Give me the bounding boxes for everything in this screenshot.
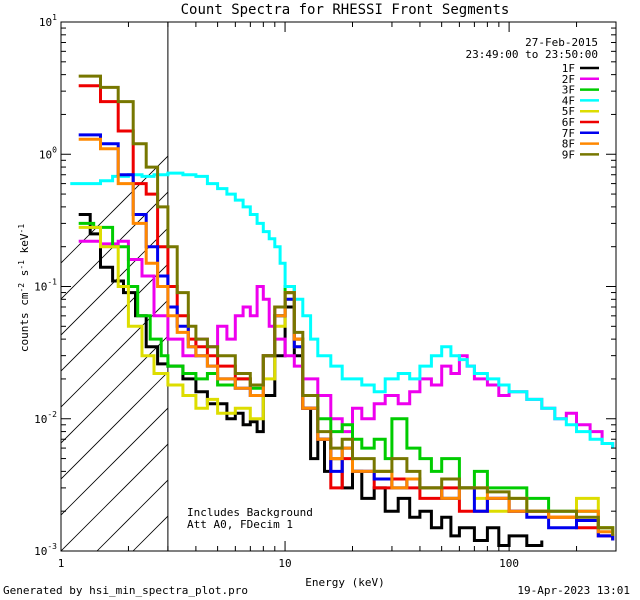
- hatch-lines: [61, 0, 640, 551]
- y-tick-base: 10: [34, 281, 47, 294]
- y-tick-label: 10-3: [34, 542, 57, 558]
- legend-label-3F: 3F: [562, 84, 575, 97]
- hatch-line: [421, 0, 640, 551]
- series-line-4F: [70, 171, 615, 449]
- hatch-line: [601, 0, 640, 551]
- series-lines: [70, 74, 615, 547]
- y-tick-base: 10: [39, 16, 52, 29]
- hatch-line: [61, 335, 168, 444]
- legend-label-1F: 1F: [562, 62, 575, 75]
- legend-label-6F: 6F: [562, 116, 575, 129]
- y-tick-label: 10-1: [34, 278, 57, 294]
- chart-title: Count Spectra for RHESSI Front Segments: [181, 2, 510, 18]
- series-line-6F: [78, 84, 615, 541]
- footer-timestamp: 19-Apr-2023 13:01: [517, 584, 630, 597]
- legend-label-4F: 4F: [562, 94, 575, 107]
- y-tick-base: 10: [34, 545, 47, 558]
- attenuator-annotation: Att A0, FDecim 1: [187, 518, 293, 531]
- date-label: 27-Feb-2015: [525, 36, 598, 49]
- hatch-line: [61, 371, 168, 480]
- hatch-line: [385, 0, 640, 551]
- time-range-label: 23:49:00 to 23:50:00: [466, 48, 598, 61]
- hatch-line: [313, 0, 640, 551]
- x-tick-label: 1: [58, 557, 65, 570]
- y-axis-label: counts cm-2 s-1 keV-1: [17, 224, 31, 352]
- series-line-8F: [78, 137, 615, 536]
- y-tick-exponent: -2: [47, 410, 57, 419]
- y-tick-exponent: -3: [47, 542, 57, 551]
- hatch-line: [61, 407, 168, 516]
- hatch-line: [61, 227, 168, 336]
- y-tick-exponent: 0: [52, 145, 57, 154]
- legend-label-9F: 9F: [562, 148, 575, 161]
- hatch-line: [61, 191, 168, 300]
- x-tick-label: 100: [499, 557, 519, 570]
- hatched-excluded-region: [61, 0, 640, 551]
- y-tick-exponent: -1: [47, 278, 57, 287]
- footer-generator: Generated by hsi_min_spectra_plot.pro: [3, 584, 248, 597]
- legend-label-7F: 7F: [562, 127, 575, 140]
- legend-label-5F: 5F: [562, 105, 575, 118]
- background-annotation: Includes Background: [187, 506, 313, 519]
- x-axis-label: Energy (keV): [305, 576, 384, 589]
- hatch-line: [529, 0, 640, 551]
- y-tick-label: 10-2: [34, 410, 57, 426]
- x-tick-label: 10: [278, 557, 291, 570]
- y-tick-label: 100: [39, 145, 57, 161]
- series-line-9F: [78, 74, 615, 536]
- hatch-line: [61, 263, 168, 372]
- legend-label-2F: 2F: [562, 73, 575, 86]
- y-tick-label: 101: [39, 13, 57, 29]
- y-tick-base: 10: [39, 148, 52, 161]
- y-tick-exponent: 1: [52, 13, 57, 22]
- hatch-line: [457, 0, 640, 551]
- hatch-line: [565, 0, 640, 551]
- legend-label-8F: 8F: [562, 138, 575, 151]
- y-tick-base: 10: [34, 413, 47, 426]
- hatch-line: [61, 443, 168, 551]
